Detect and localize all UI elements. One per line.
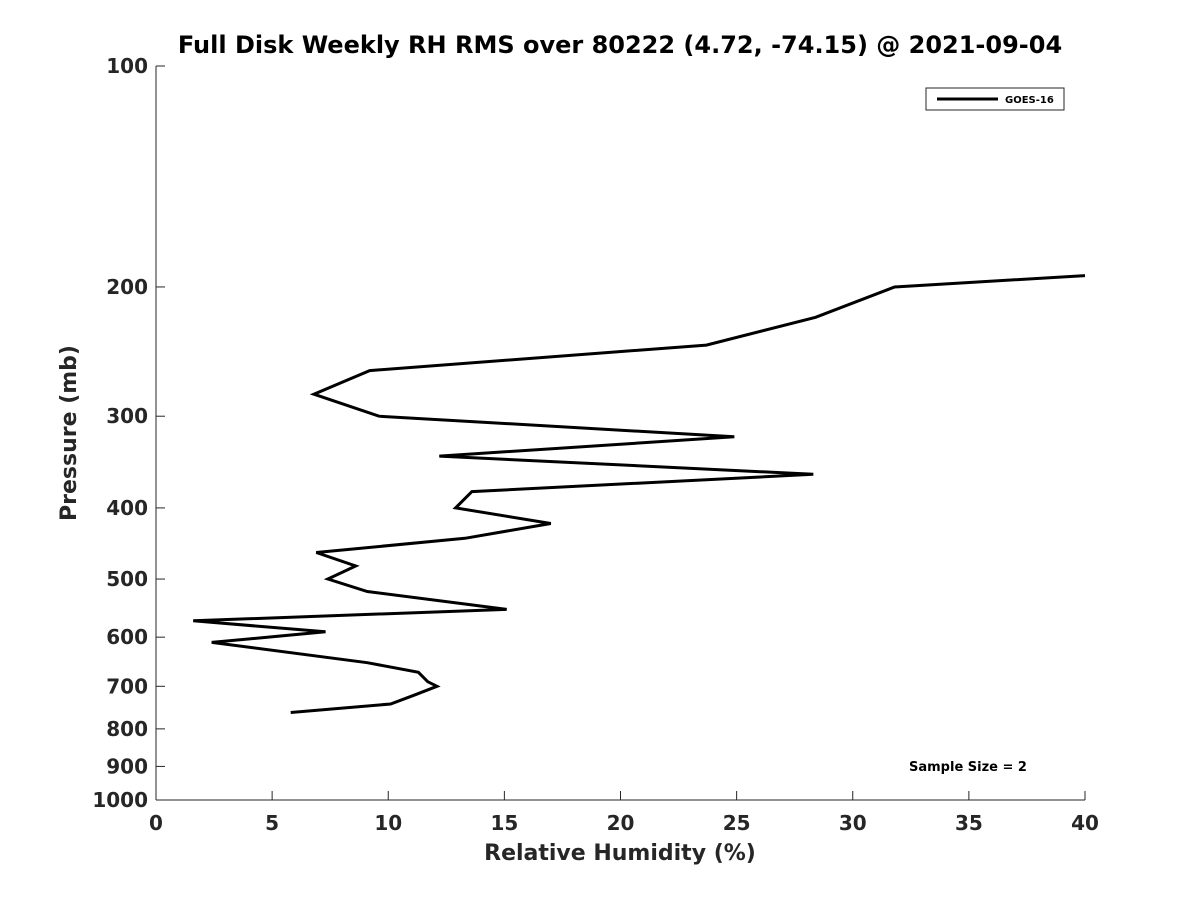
x-tick-label: 35 (955, 811, 983, 835)
y-tick-label: 100 (106, 54, 148, 78)
y-tick-label: 900 (106, 754, 148, 778)
x-tick-label: 0 (149, 811, 163, 835)
y-tick-label: 500 (106, 567, 148, 591)
legend-label-goes16: GOES-16 (1005, 95, 1054, 106)
y-tick-label: 300 (106, 404, 148, 428)
y-tick-label: 600 (106, 625, 148, 649)
x-tick-label: 40 (1071, 811, 1099, 835)
y-tick-label: 400 (106, 496, 148, 520)
y-tick-label: 200 (106, 275, 148, 299)
legend: GOES-16 (925, 87, 1065, 111)
y-ticks: 100 200 300 400 500 600 700 800 900 1000 (92, 54, 165, 812)
series-group (193, 274, 1086, 714)
x-ticks: 0 5 10 15 20 25 30 35 40 (149, 791, 1099, 835)
x-tick-label: 10 (374, 811, 402, 835)
y-tick-label: 1000 (92, 788, 148, 812)
y-tick-label: 700 (106, 674, 148, 698)
y-axis-label: Pressure (mb) (57, 345, 82, 521)
chart-title: Full Disk Weekly RH RMS over 80222 (4.72… (178, 31, 1062, 59)
sample-size-note: Sample Size = 2 (909, 760, 1027, 775)
x-tick-label: 30 (839, 811, 867, 835)
y-tick-label: 800 (106, 717, 148, 741)
x-axis-label: Relative Humidity (%) (484, 841, 756, 866)
x-tick-label: 25 (723, 811, 751, 835)
x-tick-label: 20 (607, 811, 635, 835)
x-tick-label: 5 (265, 811, 279, 835)
series-line-goes16 (193, 274, 1086, 714)
x-tick-label: 15 (490, 811, 518, 835)
